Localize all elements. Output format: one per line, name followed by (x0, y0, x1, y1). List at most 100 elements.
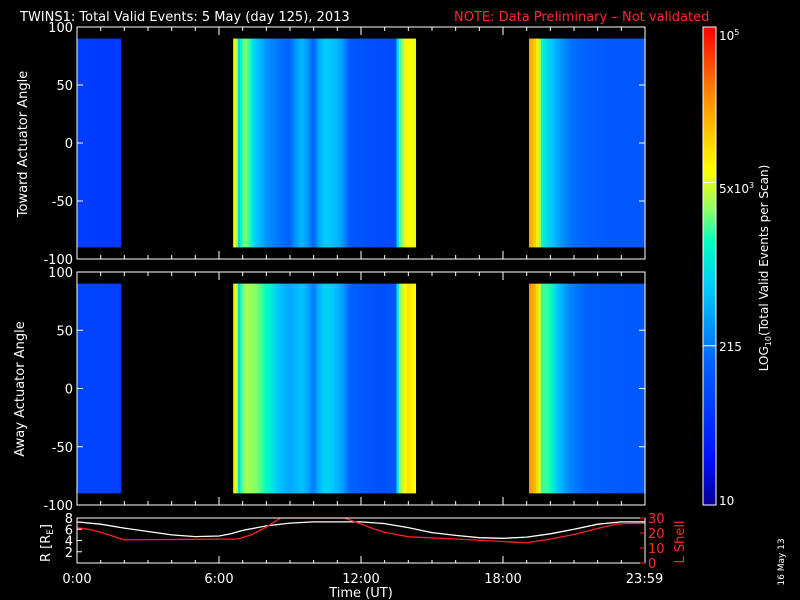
heatmap-column (590, 38, 594, 248)
heatmap-column (306, 38, 310, 248)
toward-angle-xticks (100, 27, 622, 259)
heatmap-column (368, 283, 372, 494)
heatmap-column (93, 38, 97, 248)
r-tick-label: 2 (65, 546, 73, 561)
heatmap-column (351, 283, 355, 494)
heatmap-column (320, 283, 324, 494)
heatmap-column (547, 38, 551, 248)
heatmap-column (247, 38, 251, 248)
heatmap-column (391, 38, 395, 248)
chart-title: TWINS1: Total Valid Events: 5 May (day 1… (19, 10, 350, 25)
heatmap-column (401, 283, 405, 494)
lshell-axis-label: L Shell (673, 520, 688, 563)
heatmap-column (249, 283, 253, 494)
heatmap-column (559, 38, 563, 248)
heatmap-column (588, 38, 592, 248)
heatmap-column (285, 38, 289, 248)
heatmap-column (618, 283, 622, 494)
heatmap-column (398, 283, 402, 494)
heatmap-column (578, 38, 582, 248)
heatmap-column (545, 283, 549, 494)
heatmap-column (332, 38, 336, 248)
heatmap-column (611, 38, 615, 248)
heatmap-column (550, 283, 554, 494)
heatmap-column (110, 38, 114, 248)
heatmap-column (271, 283, 275, 494)
heatmap-column (571, 38, 575, 248)
heatmap-column (88, 38, 92, 248)
heatmap-column (531, 38, 535, 248)
heatmap-column (375, 283, 379, 494)
heatmap-column (325, 38, 329, 248)
heatmap-column (394, 38, 398, 248)
heatmap-column (294, 38, 298, 248)
heatmap-column (379, 283, 383, 494)
heatmap-column (103, 283, 106, 494)
heatmap-column (574, 38, 577, 248)
heatmap-column (242, 283, 246, 494)
heatmap-column (301, 283, 305, 494)
heatmap-column (583, 38, 587, 248)
heatmap-column (237, 283, 241, 494)
heatmap-column (538, 283, 542, 494)
r-tick-label: 6 (65, 523, 73, 538)
heatmap-column (304, 283, 308, 494)
heatmap-column (235, 38, 239, 248)
heatmap-column (536, 283, 540, 494)
heatmap-column (301, 38, 305, 248)
heatmap-column (88, 283, 92, 494)
ytick-label: 100 (48, 266, 73, 281)
heatmap-column (271, 38, 275, 248)
heatmap-column (259, 38, 263, 248)
heatmap-column (361, 38, 364, 248)
heatmap-column (396, 38, 400, 248)
r-tick-label: 4 (65, 535, 73, 550)
heatmap-column (256, 283, 260, 494)
heatmap-column (330, 283, 334, 494)
heatmap-column (600, 283, 603, 494)
heatmap-column (107, 283, 111, 494)
heatmap-column (263, 38, 267, 248)
colorbar-tick-label-215: 215 (719, 340, 742, 354)
heatmap-column (585, 38, 589, 248)
heatmap-column (401, 38, 405, 248)
heatmap-column (316, 283, 319, 494)
heatmap-column (308, 38, 312, 248)
heatmap-column (533, 283, 537, 494)
heatmap-column (614, 283, 618, 494)
heatmap-column (110, 283, 114, 494)
heatmap-column (557, 283, 561, 494)
heatmap-column (564, 38, 568, 248)
heatmap-column (398, 38, 402, 248)
heatmap-column (410, 283, 414, 494)
time-tick-label: 23:59 (626, 572, 663, 587)
ytick-label: -100 (43, 499, 73, 514)
heatmap-column (403, 38, 407, 248)
heatmap-column (368, 38, 372, 248)
heatmap-column (86, 38, 90, 248)
heatmap-column (261, 38, 265, 248)
heatmap-column (550, 38, 554, 248)
heatmap-column (278, 283, 282, 494)
heatmap-column (623, 283, 627, 494)
heatmap-column (607, 283, 611, 494)
heatmap-column (282, 283, 286, 494)
heatmap-column (233, 38, 237, 248)
heatmap-column (91, 38, 95, 248)
heatmap-column (578, 283, 582, 494)
heatmap-column (337, 283, 341, 494)
heatmap-column (346, 38, 350, 248)
heatmap-column (100, 38, 104, 248)
creation-date-stamp: 16 May 13 (777, 538, 787, 585)
heatmap-column (557, 38, 561, 248)
heatmap-column (294, 283, 298, 494)
heatmap-column (280, 38, 284, 248)
heatmap-column (531, 283, 535, 494)
away-angle-xticks (100, 272, 622, 505)
heatmap-column (363, 283, 367, 494)
heatmap-column (372, 38, 376, 248)
heatmap-column (370, 38, 374, 248)
ytick-label: -100 (43, 253, 73, 268)
